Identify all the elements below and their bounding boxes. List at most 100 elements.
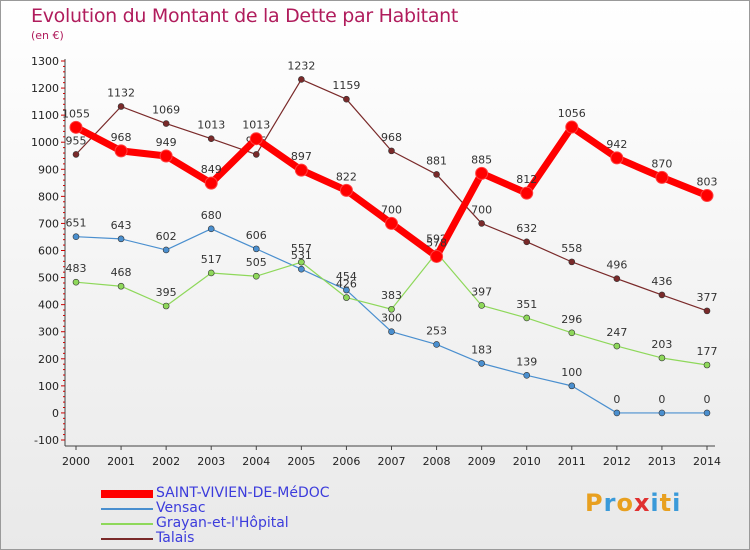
data-label-grayan-et-l-hopital: 426 [336, 278, 357, 291]
data-point-saint-vivien-de-medoc [339, 183, 353, 197]
data-point-vensac [162, 246, 170, 254]
data-point-saint-vivien-de-medoc [655, 170, 669, 184]
data-label-vensac: 651 [66, 217, 87, 230]
data-point-talais [72, 151, 80, 158]
data-point-vensac [433, 341, 440, 348]
data-point-saint-vivien-de-medoc [204, 176, 218, 190]
y-tick-label: 1100 [31, 109, 59, 122]
data-label-talais: 632 [516, 222, 537, 235]
data-label-saint-vivien-de-medoc: 968 [111, 131, 132, 144]
y-tick-label: 1200 [31, 82, 59, 95]
data-point-vensac [72, 233, 80, 240]
data-label-saint-vivien-de-medoc: 942 [606, 138, 627, 151]
data-label-vensac: 0 [704, 393, 711, 406]
data-point-grayan-et-l-hopital [117, 282, 125, 290]
y-tick-label: 800 [38, 190, 59, 203]
data-point-vensac [252, 245, 260, 253]
data-point-talais [433, 171, 440, 178]
x-tick-label: 2001 [107, 455, 135, 468]
data-label-grayan-et-l-hopital: 397 [471, 285, 492, 298]
data-point-grayan-et-l-hopital [207, 269, 215, 277]
data-point-saint-vivien-de-medoc [159, 149, 173, 163]
data-point-saint-vivien-de-medoc [385, 216, 398, 230]
y-tick-label: 0 [52, 407, 59, 420]
data-label-talais: 496 [606, 259, 627, 272]
data-point-vensac [523, 371, 531, 379]
data-label-saint-vivien-de-medoc: 803 [697, 176, 718, 189]
data-label-talais: 1013 [197, 119, 225, 132]
data-label-talais: 558 [561, 242, 582, 255]
data-point-talais [162, 120, 170, 127]
data-label-vensac: 0 [658, 393, 665, 406]
legend-swatch-saint-vivien-de-medoc [101, 489, 153, 498]
data-label-talais: 436 [651, 275, 672, 288]
legend-item-grayan-et-l-hopital: Grayan-et-l'Hôpital [101, 516, 330, 531]
proxiti-logo: Proxiti [585, 489, 681, 517]
legend-item-saint-vivien-de-medoc: SAINT-VIVIEN-DE-MéDOC [101, 486, 330, 501]
x-tick-label: 2009 [468, 455, 496, 468]
logo-letter: r [603, 489, 617, 517]
data-label-saint-vivien-de-medoc: 897 [291, 150, 312, 163]
data-point-talais [388, 147, 395, 155]
data-label-grayan-et-l-hopital: 177 [697, 345, 718, 358]
legend-label-grayan-et-l-hopital: Grayan-et-l'Hôpital [156, 515, 289, 531]
x-tick-label: 2000 [62, 455, 90, 468]
legend-label-talais: Talais [156, 530, 195, 546]
data-point-grayan-et-l-hopital [72, 278, 80, 286]
data-label-vensac: 602 [156, 230, 177, 243]
data-point-grayan-et-l-hopital [298, 258, 305, 266]
data-label-vensac: 300 [381, 312, 402, 325]
data-point-saint-vivien-de-medoc [294, 163, 308, 177]
x-tick-label: 2010 [513, 455, 541, 468]
data-label-talais: 377 [697, 291, 718, 304]
data-point-talais [613, 275, 621, 282]
data-label-vensac: 680 [201, 209, 222, 222]
data-point-grayan-et-l-hopital [478, 302, 485, 309]
data-label-saint-vivien-de-medoc: 812 [516, 173, 537, 186]
data-point-vensac [568, 382, 576, 390]
logo-letter: t [659, 489, 673, 517]
data-label-saint-vivien-de-medoc: 578 [426, 236, 447, 249]
x-tick-label: 2004 [242, 455, 270, 468]
x-tick-label: 2008 [423, 455, 451, 468]
data-point-grayan-et-l-hopital [613, 342, 621, 350]
data-label-saint-vivien-de-medoc: 1013 [242, 119, 270, 132]
data-label-vensac: 454 [336, 270, 357, 283]
data-point-talais [523, 238, 531, 246]
data-label-saint-vivien-de-medoc: 1056 [558, 107, 586, 120]
data-label-talais: 968 [381, 131, 402, 144]
data-label-grayan-et-l-hopital: 296 [561, 313, 582, 326]
data-point-vensac [613, 409, 621, 417]
chart-title: Evolution du Montant de la Dette par Hab… [31, 5, 459, 27]
y-tick-label: 900 [38, 163, 59, 176]
data-point-vensac [207, 225, 215, 233]
data-label-grayan-et-l-hopital: 383 [381, 289, 402, 302]
data-point-saint-vivien-de-medoc [520, 186, 534, 200]
y-tick-label: 200 [38, 353, 59, 366]
x-tick-label: 2002 [152, 455, 180, 468]
data-point-grayan-et-l-hopital [703, 361, 711, 369]
x-tick-label: 2011 [558, 455, 586, 468]
data-label-talais: 700 [471, 203, 492, 216]
logo-letter: o [616, 489, 634, 517]
y-tick-label: 400 [38, 299, 59, 312]
data-label-vensac: 100 [561, 366, 582, 379]
data-point-talais [568, 258, 576, 266]
data-point-talais [117, 103, 125, 110]
data-point-saint-vivien-de-medoc [565, 120, 579, 134]
data-point-talais [207, 135, 215, 142]
data-point-talais [658, 291, 666, 299]
data-label-saint-vivien-de-medoc: 949 [156, 136, 177, 149]
data-label-grayan-et-l-hopital: 247 [606, 326, 627, 339]
y-tick-label: 1300 [31, 55, 59, 68]
data-point-saint-vivien-de-medoc [114, 144, 128, 158]
data-point-saint-vivien-de-medoc [430, 249, 444, 263]
data-label-saint-vivien-de-medoc: 1055 [62, 107, 90, 120]
x-tick-label: 2013 [648, 455, 676, 468]
data-point-talais [252, 151, 260, 158]
data-point-grayan-et-l-hopital [658, 354, 666, 362]
data-label-saint-vivien-de-medoc: 870 [651, 157, 672, 170]
data-label-grayan-et-l-hopital: 505 [246, 256, 267, 269]
logo-letter: i [672, 489, 682, 517]
